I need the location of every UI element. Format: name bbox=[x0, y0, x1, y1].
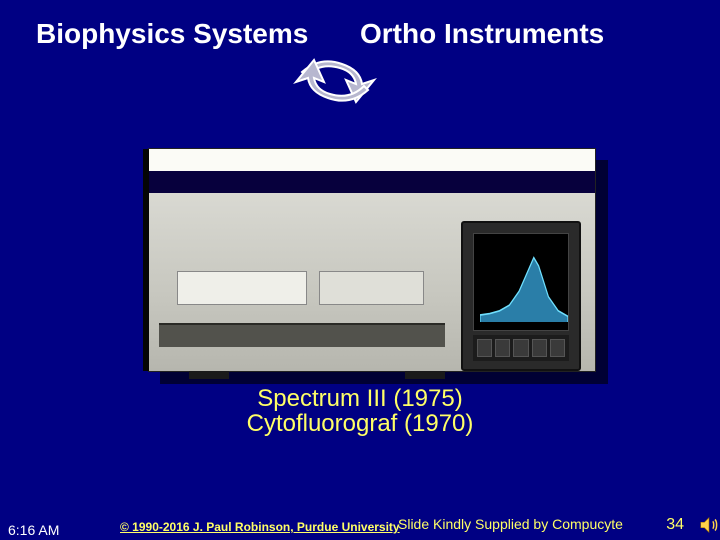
speaker-icon[interactable] bbox=[698, 514, 720, 536]
caption-line-2: Cytofluorograf (1970) bbox=[0, 411, 720, 436]
monitor-screen bbox=[473, 233, 569, 331]
device-body bbox=[149, 193, 595, 371]
caption-line-1: Spectrum III (1975) bbox=[0, 386, 720, 411]
swirl-arrow-icon bbox=[290, 54, 380, 109]
footer-credit: Slide Kindly Supplied by Compucyte bbox=[398, 516, 623, 532]
footer-slide-number: 34 bbox=[666, 516, 684, 534]
device-foot-right bbox=[405, 371, 445, 379]
footer-copyright: © 1990-2016 J. Paul Robinson, Purdue Uni… bbox=[120, 520, 400, 534]
caption-block: Spectrum III (1975) Cytofluorograf (1970… bbox=[0, 386, 720, 436]
title-right: Ortho Instruments bbox=[360, 18, 604, 50]
footer-time: 6:16 AM bbox=[8, 522, 59, 538]
device-dark-gap bbox=[149, 171, 595, 193]
monitor-button bbox=[477, 339, 492, 357]
device-slot-1 bbox=[177, 271, 307, 305]
device-foot-left bbox=[189, 371, 229, 379]
device-monitor bbox=[461, 221, 581, 371]
monitor-button-panel bbox=[473, 335, 569, 361]
monitor-button bbox=[532, 339, 547, 357]
instrument-image bbox=[148, 148, 596, 372]
device-groove bbox=[159, 323, 445, 347]
title-left: Biophysics Systems bbox=[36, 18, 308, 50]
monitor-button bbox=[550, 339, 565, 357]
monitor-button bbox=[513, 339, 528, 357]
device-upper-panel bbox=[149, 149, 595, 171]
monitor-button bbox=[495, 339, 510, 357]
device-slot-2 bbox=[319, 271, 424, 305]
monitor-chart bbox=[480, 252, 568, 322]
